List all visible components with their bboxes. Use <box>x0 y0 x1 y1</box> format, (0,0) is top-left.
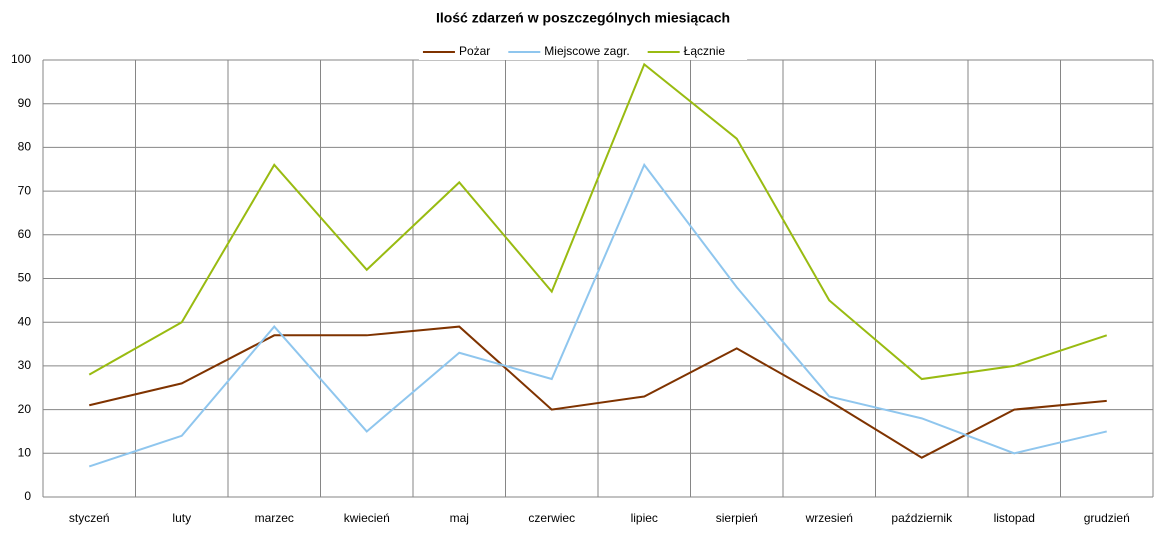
x-tick-label: grudzień <box>1084 511 1130 525</box>
y-tick-label: 30 <box>18 358 32 372</box>
x-tick-label: maj <box>450 511 469 525</box>
chart-title: Ilość zdarzeń w poszczególnych miesiącac… <box>436 10 730 26</box>
x-tick-label: luty <box>172 511 191 525</box>
x-tick-label: lipiec <box>631 511 658 525</box>
series-line <box>88 162 1107 468</box>
legend-item: Pożar <box>422 44 490 58</box>
y-tick-label: 50 <box>18 271 32 285</box>
y-tick-label: 80 <box>18 140 32 154</box>
x-tick-label: sierpień <box>716 511 758 525</box>
legend: Pożar Miejscowe zagr. Łącznie <box>418 42 748 60</box>
x-tick-label: kwiecień <box>344 511 390 525</box>
legend-item: Miejscowe zagr. <box>508 44 630 58</box>
legend-label: Pożar <box>459 44 490 58</box>
legend-background <box>418 42 748 60</box>
x-tick-label: marzec <box>255 511 294 525</box>
x-tick-label: październik <box>891 511 953 525</box>
y-tick-label: 70 <box>18 183 32 197</box>
y-tick-label: 90 <box>18 96 32 110</box>
y-tick-label: 40 <box>18 314 32 328</box>
y-tick-label: 20 <box>18 402 32 416</box>
x-tick-label: wrzesień <box>805 511 853 525</box>
x-tick-label: styczeń <box>69 511 110 525</box>
y-tick-label: 0 <box>24 489 31 503</box>
y-tick-label: 10 <box>18 445 32 459</box>
y-tick-label: 100 <box>11 52 31 66</box>
y-tick-label: 60 <box>18 227 32 241</box>
legend-label: Miejscowe zagr. <box>544 44 629 58</box>
series-line <box>88 62 1108 381</box>
legend-label: Łącznie <box>684 44 726 58</box>
legend-item: Łącznie <box>647 44 726 58</box>
x-tick-label: czerwiec <box>528 511 575 525</box>
x-tick-label: listopad <box>994 511 1035 525</box>
